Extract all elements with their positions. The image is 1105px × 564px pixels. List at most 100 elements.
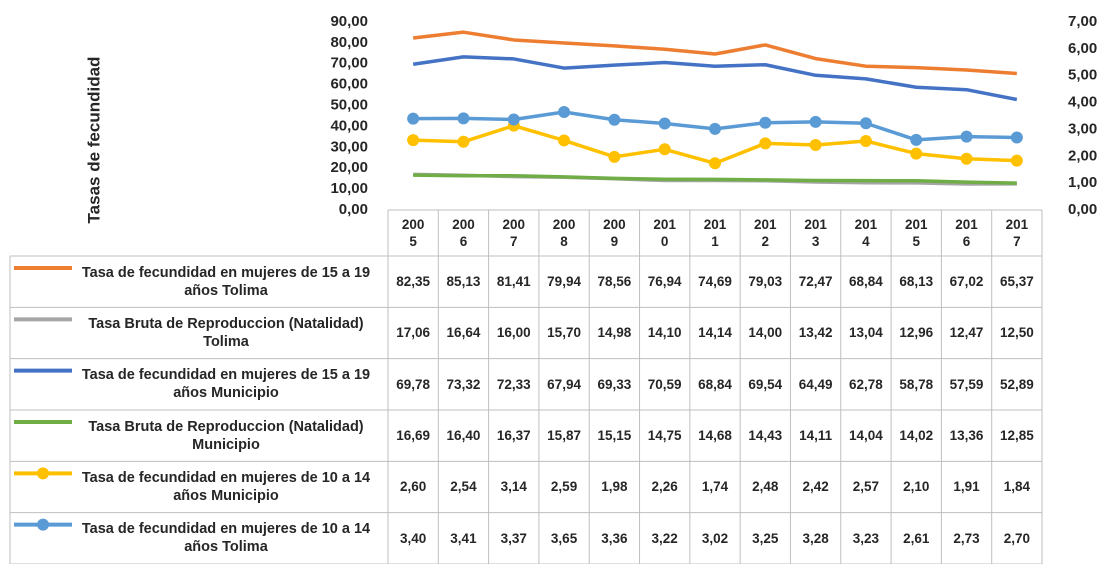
y2-tick-label: 1,00 <box>1068 174 1097 191</box>
data-label: 3,14 <box>500 479 527 495</box>
data-label: 17,06 <box>396 325 431 341</box>
legend-label: Tasa de fecundidad en mujeres de 15 a 19… <box>81 264 371 299</box>
data-label: 14,04 <box>849 428 883 444</box>
data-label: 3,28 <box>802 530 829 546</box>
data-label: 68,13 <box>899 274 934 290</box>
data-label: 14,00 <box>748 325 783 341</box>
legend-marker <box>37 518 49 531</box>
series-marker <box>658 117 671 130</box>
series-line <box>413 173 1017 185</box>
series-marker <box>658 143 671 156</box>
series-marker <box>859 134 872 147</box>
data-label: 16,37 <box>496 428 531 444</box>
data-label: 3,23 <box>852 530 880 546</box>
legend-label: Tasa Bruta de Reproduccion (Natalidad) M… <box>88 418 364 453</box>
data-label: 62,78 <box>849 376 883 392</box>
data-label: 73,32 <box>446 376 481 392</box>
series-marker <box>960 152 973 165</box>
data-label: 16,69 <box>396 428 431 444</box>
y-tick-label: 20,00 <box>330 159 368 176</box>
data-label: 67,94 <box>547 376 581 392</box>
x-tick-label: 2013 <box>804 217 827 249</box>
x-tick-label: 2010 <box>653 217 676 249</box>
y2-tick-label: 5,00 <box>1068 67 1097 84</box>
series-marker <box>759 116 772 129</box>
series-marker <box>910 147 923 160</box>
x-tick-label: 2015 <box>904 217 928 249</box>
series-marker <box>960 130 973 143</box>
y-tick-label: 50,00 <box>330 97 368 114</box>
legend-label: Tasa de fecundidad en mujeres de 10 a 14… <box>81 521 371 556</box>
data-label: 14,68 <box>698 428 732 444</box>
data-label: 15,87 <box>547 428 581 444</box>
data-label: 1,91 <box>953 479 980 495</box>
y-tick-label: 60,00 <box>330 76 368 93</box>
y-tick-label: 0,00 <box>339 201 368 218</box>
series-marker <box>608 150 621 163</box>
data-label: 15,70 <box>547 325 581 341</box>
data-label: 3,41 <box>450 530 477 546</box>
series-line <box>412 55 1018 102</box>
data-label: 3,65 <box>550 530 578 546</box>
data-label: 2,10 <box>903 479 930 495</box>
series-marker <box>709 122 721 135</box>
data-label: 2,57 <box>852 479 880 495</box>
x-tick-label: 2005 <box>401 217 425 249</box>
series-marker <box>457 112 470 125</box>
y2-tick-label: 3,00 <box>1068 120 1097 137</box>
y2-tick-label: 4,00 <box>1068 94 1097 111</box>
data-label: 14,11 <box>799 428 833 444</box>
y-tick-label: 30,00 <box>330 138 368 155</box>
data-label: 69,33 <box>597 376 632 392</box>
series-marker <box>910 133 923 146</box>
data-label: 52,89 <box>999 376 1034 392</box>
data-label: 65,37 <box>999 274 1034 290</box>
data-label: 14,14 <box>698 325 732 341</box>
y-tick-label: 40,00 <box>330 117 368 134</box>
x-tick-label: 2016 <box>955 217 978 249</box>
y-tick-label: 80,00 <box>330 34 368 51</box>
series-marker <box>1010 154 1023 167</box>
data-label: 13,04 <box>849 325 883 341</box>
x-tick-label: 2012 <box>754 217 777 249</box>
data-label: 16,40 <box>446 428 481 444</box>
data-label: 16,00 <box>496 325 531 341</box>
series-marker <box>507 113 520 126</box>
x-tick-label: 2008 <box>552 217 576 249</box>
y-tick-label: 10,00 <box>330 180 368 197</box>
x-tick-label: 2009 <box>603 217 626 249</box>
y-tick-label: 70,00 <box>330 55 368 72</box>
series-marker <box>859 117 872 130</box>
x-tick-label: 2007 <box>502 217 526 249</box>
data-label: 68,84 <box>849 274 883 290</box>
y2-tick-label: 7,00 <box>1068 13 1097 30</box>
data-label: 85,13 <box>446 274 481 290</box>
data-label: 12,96 <box>899 325 934 341</box>
data-label: 14,75 <box>647 428 682 444</box>
series-marker <box>759 137 772 150</box>
data-label: 2,59 <box>550 479 578 495</box>
series-marker <box>558 134 571 147</box>
data-label: 67,02 <box>949 274 984 290</box>
data-label: 2,70 <box>1003 530 1030 546</box>
series-marker <box>709 157 721 170</box>
data-label: 12,47 <box>949 325 984 341</box>
data-label: 74,69 <box>698 274 732 290</box>
data-label: 14,10 <box>647 325 682 341</box>
data-label: 79,94 <box>547 274 581 290</box>
series-marker <box>407 134 420 147</box>
series-marker <box>558 105 571 118</box>
data-label: 2,54 <box>450 479 477 495</box>
series-marker <box>809 115 822 128</box>
data-label: 1,84 <box>1003 479 1030 495</box>
data-label: 13,42 <box>798 325 833 341</box>
data-label: 14,02 <box>899 428 934 444</box>
data-label: 13,36 <box>949 428 984 444</box>
data-label: 3,22 <box>651 530 678 546</box>
data-label: 2,61 <box>903 530 930 546</box>
series-line <box>412 30 1017 76</box>
data-label: 3,40 <box>400 530 427 546</box>
data-label: 3,37 <box>500 530 527 546</box>
legend-label: Tasa de fecundidad en mujeres de 10 a 14… <box>81 469 371 504</box>
